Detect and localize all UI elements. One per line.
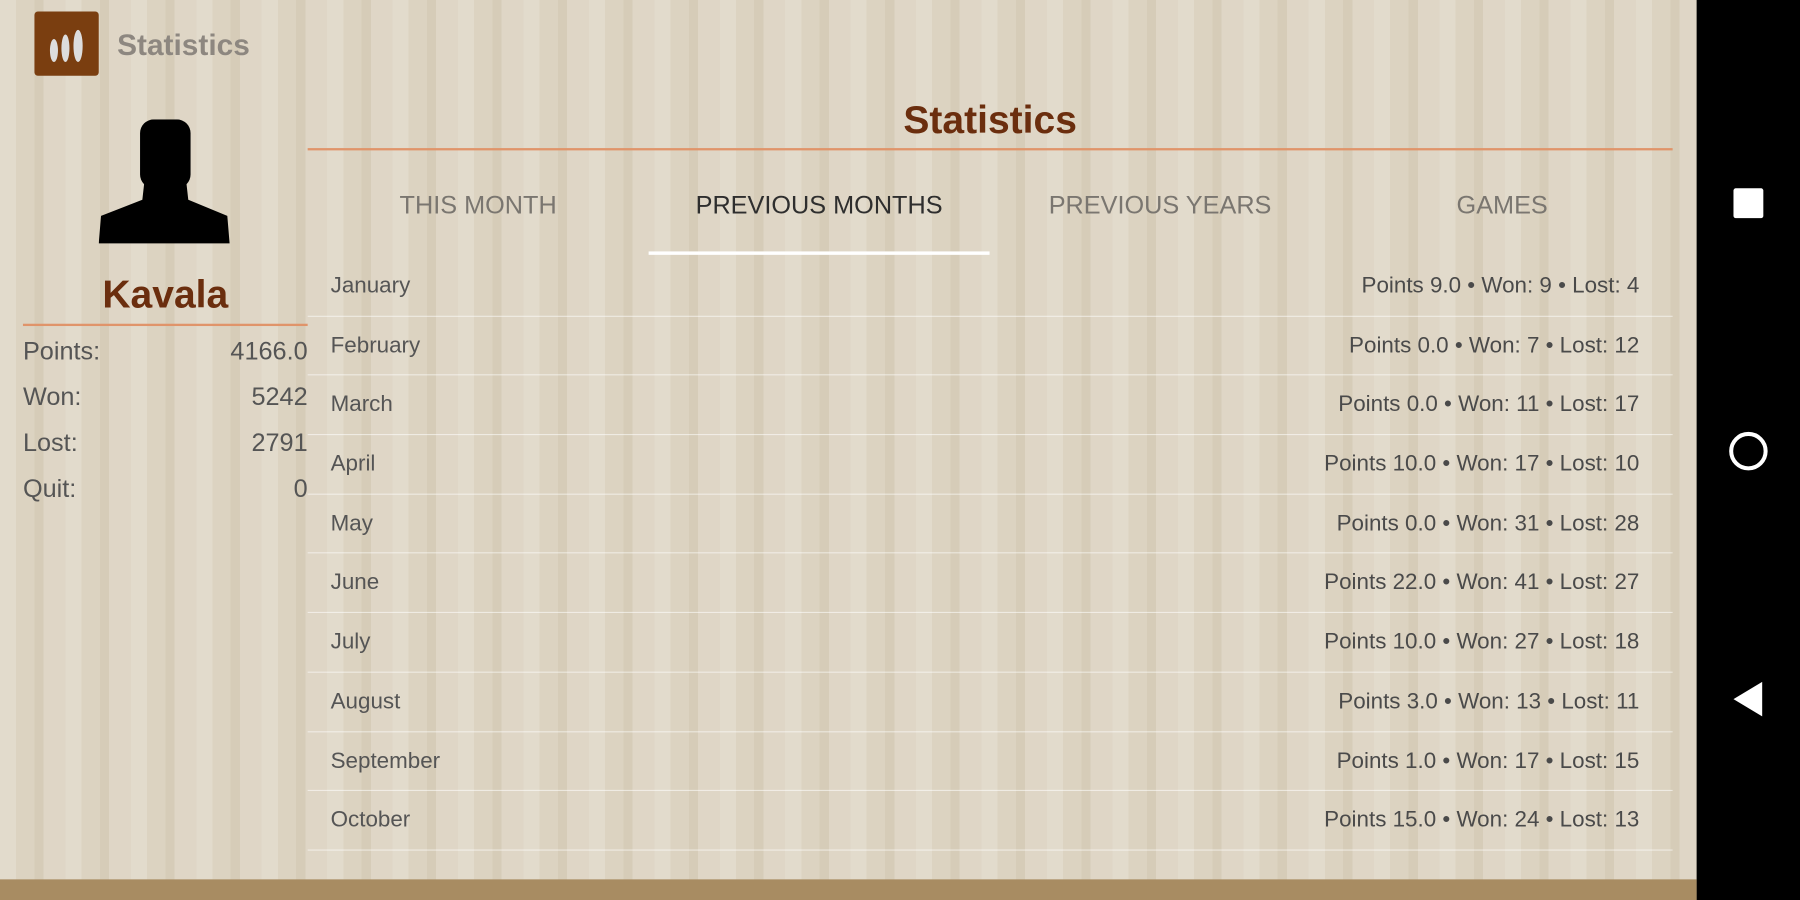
month-summary: Points 0.0 • Won: 31 • Lost: 28 (1336, 510, 1640, 536)
tab-previous-years[interactable]: PREVIOUS YEARS (1048, 190, 1272, 220)
app-logo[interactable] (34, 11, 99, 76)
divider (307, 148, 1673, 151)
stat-won: Won: 5242 (23, 382, 308, 416)
month-summary: Points 1.0 • Won: 17 • Lost: 15 (1336, 747, 1640, 774)
month-summary: Points 9.0 • Won: 9 • Lost: 4 (1361, 273, 1640, 299)
month-label: June (330, 569, 380, 596)
list-item[interactable]: May Points 0.0 • Won: 31 • Lost: 28 (307, 495, 1673, 554)
month-summary: Points 0.0 • Won: 11 • Lost: 17 (1338, 391, 1640, 418)
list-item[interactable]: January Points 9.0 • Won: 9 • Lost: 4 (307, 257, 1673, 317)
player-name: Kavala (102, 273, 229, 317)
recents-square-icon (1733, 188, 1764, 219)
list-item[interactable]: October Points 15.0 • Won: 24 • Lost: 13 (307, 791, 1673, 851)
month-summary: Points 10.0 • Won: 17 • Lost: 10 (1324, 451, 1640, 477)
stat-value: 0 (293, 474, 308, 503)
stat-lost: Lost: 2791 (23, 428, 308, 462)
month-summary: Points 15.0 • Won: 24 • Lost: 13 (1324, 807, 1640, 833)
stat-value: 4166.0 (230, 336, 308, 366)
tab-previous-months[interactable]: PREVIOUS MONTHS (648, 184, 990, 255)
recents-button[interactable] (1697, 186, 1800, 226)
back-triangle-icon (1733, 681, 1763, 717)
stat-value: 5242 (251, 382, 308, 411)
list-item[interactable]: March Points 0.0 • Won: 11 • Lost: 17 (307, 376, 1673, 436)
tab-games[interactable]: GAMES (1456, 190, 1548, 220)
list-item[interactable]: April Points 10.0 • Won: 17 • Lost: 10 (307, 435, 1673, 495)
month-summary: Points 0.0 • Won: 7 • Lost: 12 (1349, 332, 1640, 358)
tab-this-month[interactable]: THIS MONTH (399, 190, 557, 220)
stat-label: Quit: (22, 474, 77, 503)
stat-label: Won: (22, 382, 82, 411)
month-summary: Points 3.0 • Won: 13 • Lost: 11 (1338, 688, 1640, 714)
month-label: August (330, 688, 401, 714)
figures-icon (49, 29, 83, 62)
month-label: September (330, 747, 441, 774)
month-label: April (330, 451, 376, 477)
month-label: March (330, 391, 393, 418)
stat-quit: Quit: 0 (23, 474, 308, 508)
stat-label: Points: (22, 336, 101, 366)
avatar-icon (98, 119, 230, 244)
home-button[interactable] (1697, 429, 1800, 478)
month-label: July (330, 629, 371, 655)
stat-points: Points: 4166.0 (23, 336, 308, 370)
back-button[interactable] (1697, 680, 1800, 725)
list-item[interactable]: August Points 3.0 • Won: 13 • Lost: 11 (307, 673, 1673, 732)
app-window: Statistics Kavala Points: 4166.0 Won: 5242… (0, 0, 1697, 900)
page-title: Statistics (903, 98, 1077, 143)
divider (22, 323, 308, 327)
list-item[interactable]: July Points 10.0 • Won: 27 • Lost: 18 (307, 613, 1673, 673)
month-summary: Points 22.0 • Won: 41 • Lost: 27 (1324, 569, 1640, 596)
month-label: February (330, 332, 421, 358)
list-item[interactable]: September Points 1.0 • Won: 17 • Lost: 15 (307, 732, 1673, 792)
stat-label: Lost: (22, 428, 78, 457)
stat-value: 2791 (251, 428, 308, 457)
bottom-border (0, 879, 1697, 900)
month-label: January (330, 273, 411, 299)
month-summary: Points 10.0 • Won: 27 • Lost: 18 (1324, 629, 1640, 655)
months-list: January Points 9.0 • Won: 9 • Lost: 4 Feb… (307, 257, 1673, 851)
month-label: May (330, 510, 373, 536)
list-item[interactable]: June Points 22.0 • Won: 41 • Lost: 27 (307, 554, 1673, 614)
system-nav-bar (1696, 0, 1800, 900)
home-circle-icon (1729, 431, 1768, 471)
month-label: October (330, 807, 411, 833)
app-bar-title: Statistics (117, 27, 250, 62)
list-item[interactable]: February Points 0.0 • Won: 7 • Lost: 12 (307, 316, 1673, 376)
